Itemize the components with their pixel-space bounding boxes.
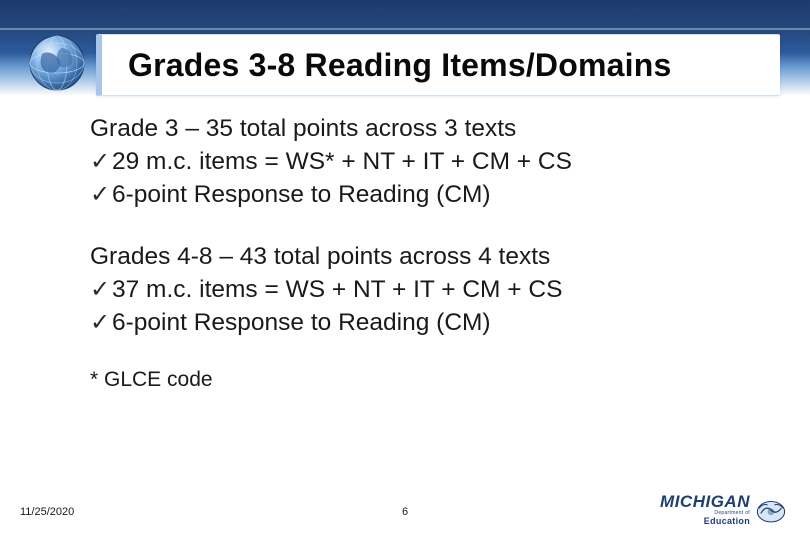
grades48-bullet-1-text: 37 m.c. items = WS + NT + IT + CM + CS [112,273,562,306]
grades48-heading: Grades 4-8 – 43 total points across 4 te… [90,240,770,273]
title-plate: Grades 3-8 Reading Items/Domains [96,34,780,96]
grade3-bullet-1: ✓ 29 m.c. items = WS* + NT + IT + CM + C… [90,145,770,178]
footer-page-number: 6 [402,506,408,518]
globe-icon [28,34,86,92]
checkmark-icon: ✓ [90,146,110,178]
grades48-bullet-2: ✓ 6-point Response to Reading (CM) [90,306,770,339]
grades48-bullet-2-text: 6-point Response to Reading (CM) [112,306,491,339]
grade3-bullet-2: ✓ 6-point Response to Reading (CM) [90,178,770,211]
footnote: * GLCE code [90,368,770,392]
footer-logo: MICHIGAN Department of Education [660,493,788,526]
grade3-bullet-2-text: 6-point Response to Reading (CM) [112,178,491,211]
checkmark-icon: ✓ [90,307,110,339]
state-seal-icon [754,496,788,524]
logo-text-stack: MICHIGAN Department of Education [660,493,750,526]
paragraph-grades4-8: Grades 4-8 – 43 total points across 4 te… [90,240,770,340]
content-area: Grade 3 – 35 total points across 3 texts… [90,112,770,392]
footer-date: 11/25/2020 [20,506,74,518]
slide-title: Grades 3-8 Reading Items/Domains [128,47,671,84]
logo-michigan-text: MICHIGAN [660,493,750,510]
grade3-bullet-1-text: 29 m.c. items = WS* + NT + IT + CM + CS [112,145,572,178]
logo-education-text: Department of Education [704,509,750,526]
grades48-bullet-1: ✓ 37 m.c. items = WS + NT + IT + CM + CS [90,273,770,306]
paragraph-grade3: Grade 3 – 35 total points across 3 texts… [90,112,770,212]
checkmark-icon: ✓ [90,274,110,306]
grade3-heading: Grade 3 – 35 total points across 3 texts [90,112,770,145]
checkmark-icon: ✓ [90,179,110,211]
